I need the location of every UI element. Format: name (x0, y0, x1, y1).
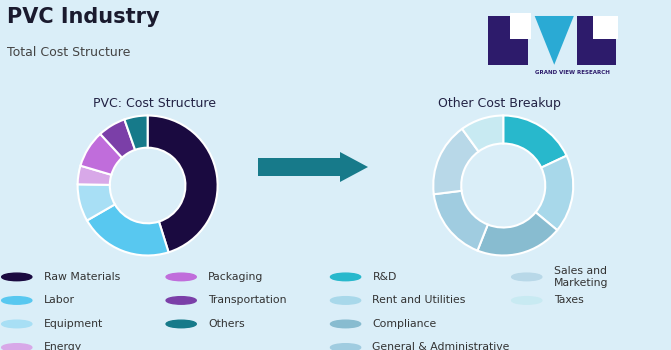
Circle shape (330, 344, 361, 350)
Text: General & Administrative: General & Administrative (372, 343, 510, 350)
Circle shape (330, 297, 361, 304)
Text: Transportation: Transportation (208, 295, 287, 306)
Text: Equipment: Equipment (44, 319, 103, 329)
Wedge shape (87, 204, 168, 256)
Circle shape (330, 320, 361, 328)
Circle shape (330, 273, 361, 281)
Bar (510, 40, 526, 48)
Wedge shape (124, 116, 148, 150)
Text: R&D: R&D (372, 272, 397, 282)
Text: Raw Materials: Raw Materials (44, 272, 120, 282)
Polygon shape (535, 16, 574, 65)
Text: Sales and
Marketing: Sales and Marketing (554, 266, 608, 288)
Text: PVC: Cost Structure: PVC: Cost Structure (93, 97, 216, 110)
Bar (510, 13, 531, 39)
Bar (488, 16, 527, 65)
Wedge shape (81, 134, 122, 175)
Polygon shape (340, 152, 368, 182)
Wedge shape (78, 166, 111, 185)
Wedge shape (462, 116, 503, 152)
Text: Other Cost Breakup: Other Cost Breakup (438, 97, 562, 110)
Text: Others: Others (208, 319, 245, 329)
Bar (258, 158, 340, 176)
Text: Packaging: Packaging (208, 272, 264, 282)
Circle shape (166, 273, 197, 281)
Polygon shape (593, 39, 617, 65)
Circle shape (1, 297, 32, 304)
Circle shape (1, 344, 32, 350)
Circle shape (511, 273, 542, 281)
Text: Compliance: Compliance (372, 319, 437, 329)
Wedge shape (503, 116, 566, 168)
Text: GRAND VIEW RESEARCH: GRAND VIEW RESEARCH (535, 70, 609, 75)
Text: Rent and Utilities: Rent and Utilities (372, 295, 466, 306)
Circle shape (1, 320, 32, 328)
Circle shape (166, 320, 197, 328)
Circle shape (511, 297, 542, 304)
Circle shape (1, 273, 32, 281)
Wedge shape (100, 119, 135, 158)
Text: Labor: Labor (44, 295, 74, 306)
Wedge shape (78, 184, 115, 220)
Text: Energy: Energy (44, 343, 82, 350)
Bar (593, 16, 618, 39)
Wedge shape (433, 129, 478, 194)
Wedge shape (148, 116, 217, 252)
Bar (577, 16, 617, 65)
Wedge shape (434, 191, 488, 251)
Text: Total Cost Structure: Total Cost Structure (7, 46, 130, 59)
Wedge shape (478, 212, 557, 256)
Text: Taxes: Taxes (554, 295, 583, 306)
Text: PVC Industry: PVC Industry (7, 7, 159, 27)
Wedge shape (535, 156, 573, 230)
Circle shape (166, 297, 197, 304)
